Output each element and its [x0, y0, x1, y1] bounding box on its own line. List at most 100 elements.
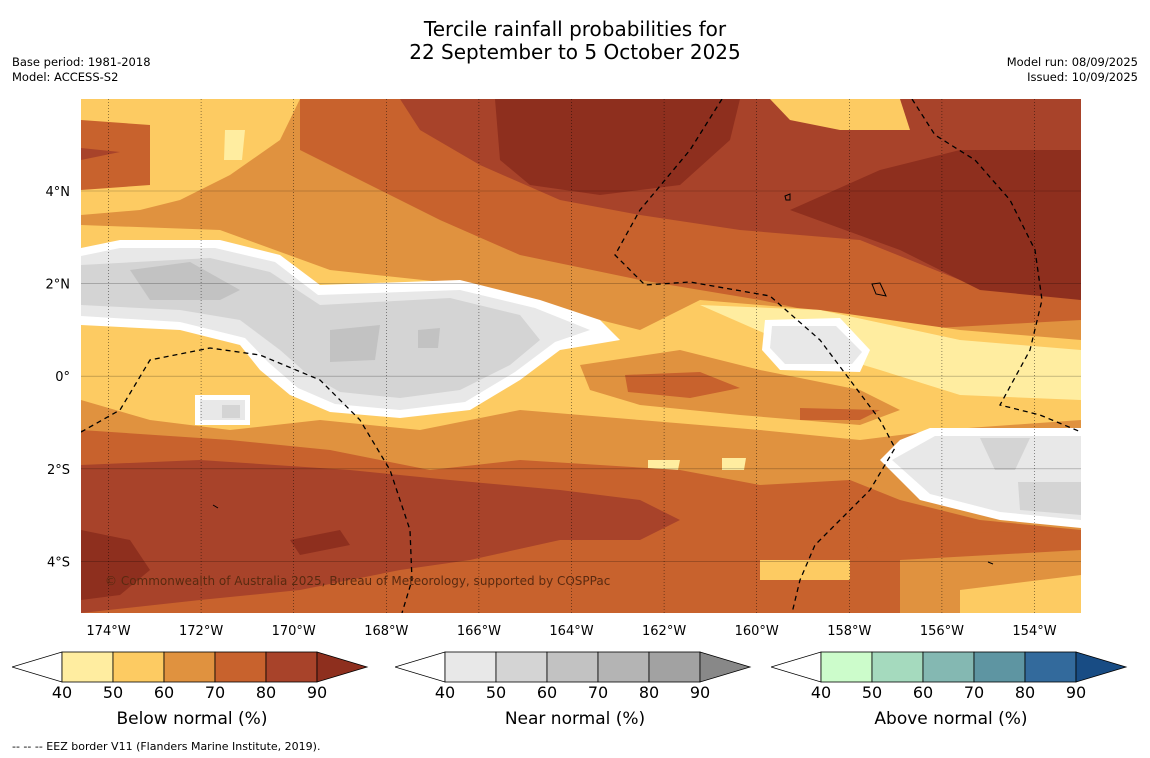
- colorbar-extend-low: [771, 651, 822, 683]
- title-line-1: Tercile rainfall probabilities for: [423, 17, 727, 41]
- colorbar-extend-high: [316, 651, 369, 683]
- island-c: [212, 504, 219, 509]
- lon-label: 156°W: [920, 624, 964, 639]
- small-patch-b: [722, 458, 746, 470]
- rainfall-map: © Commonwealth of Australia 2025, Bureau…: [46, 99, 1081, 639]
- lon-label: 174°W: [86, 624, 130, 639]
- lat-label: 4°N: [46, 185, 71, 200]
- colorbar-tick-label: 60: [912, 683, 934, 702]
- north-core-90: [495, 99, 740, 195]
- run-info: Model run: 08/09/2025 Issued: 10/09/2025: [1007, 55, 1138, 85]
- near-normal-60a: [130, 262, 240, 300]
- colorbar-swatch: [871, 651, 924, 683]
- colorbar-swatch: [648, 651, 701, 683]
- lon-label: 172°W: [179, 624, 223, 639]
- colorbar-tick-label: 40: [434, 683, 456, 702]
- lon-label: 166°W: [457, 624, 501, 639]
- colorbar-swatches: [12, 651, 369, 683]
- lon-label: 160°W: [735, 624, 779, 639]
- lon-label: 158°W: [827, 624, 871, 639]
- se-patch-50: [960, 575, 1081, 613]
- n-patch-50: [770, 99, 910, 130]
- issued-date: Issued: 10/09/2025: [1027, 70, 1138, 84]
- s-core-90: [290, 530, 350, 555]
- base-period: Base period: 1981-2018: [12, 55, 151, 69]
- colorbar-near-normal: 40 50 60 70 80 90 Near normal (%): [395, 650, 755, 730]
- eez-border-west: [81, 347, 413, 613]
- colorbar-tick-label: 70: [587, 683, 609, 702]
- near-normal-60b: [330, 325, 380, 362]
- sw-core-90: [81, 530, 150, 600]
- colorbar-swatch: [444, 651, 497, 683]
- colorbar-swatch: [597, 651, 650, 683]
- eez-border-east: [911, 99, 1081, 433]
- colorbar-extend-high: [699, 651, 752, 683]
- colorbar-swatch: [922, 651, 975, 683]
- s-patch-50: [760, 560, 850, 580]
- lat-label: 2°S: [47, 463, 70, 478]
- colorbar-extend-low: [395, 651, 446, 683]
- axis-labels: 174°W 172°W 170°W 168°W 166°W 164°W 162°W 160°W…: [46, 185, 1057, 639]
- colorbar-tick-label: 50: [861, 683, 883, 702]
- colorbar-swatch: [546, 651, 599, 683]
- colorbar-swatch: [495, 651, 548, 683]
- chart-title: Tercile rainfall probabilities for 22 Se…: [0, 18, 1150, 64]
- colorbar-extend-high: [1075, 651, 1128, 683]
- colorbar-swatches: [771, 651, 1128, 683]
- colorbar-ticks: 40 50 60 70 80 90: [12, 683, 372, 703]
- colorbar-below-normal: 40 50 60 70 80 90 Below normal (%): [12, 650, 372, 730]
- colorbar-tick-label: 80: [638, 683, 660, 702]
- lon-label: 154°W: [1012, 624, 1056, 639]
- colorbar-swatch: [265, 651, 318, 683]
- nn-se-50a: [980, 438, 1030, 470]
- colorbar-title: Near normal (%): [504, 709, 646, 729]
- colorbar-swatch: [820, 651, 873, 683]
- lon-label: 162°W: [642, 624, 686, 639]
- island-a: [784, 193, 791, 201]
- colorbar-tick-label: 70: [204, 683, 226, 702]
- colorbar-tick-label: 80: [255, 683, 277, 702]
- colorbar-tick-label: 90: [689, 683, 711, 702]
- near-normal-60c: [418, 328, 440, 348]
- colorbar-swatch: [61, 651, 114, 683]
- colorbar-tick-label: 90: [306, 683, 328, 702]
- eez-footnote: -- -- -- EEZ border V11 (Flanders Marine…: [12, 740, 321, 753]
- colorbar-tick-label: 40: [810, 683, 832, 702]
- ne-core-90: [790, 150, 1081, 300]
- nw-patch-80: [81, 148, 120, 160]
- colorbar-tick-label: 80: [1014, 683, 1036, 702]
- lon-label: 164°W: [549, 624, 593, 639]
- colorbar-swatch: [214, 651, 267, 683]
- colorbar-ticks: 40 50 60 70 80 90: [771, 683, 1131, 703]
- map-grid: [81, 99, 1081, 613]
- copyright-text: © Commonwealth of Australia 2025, Bureau…: [105, 574, 610, 588]
- equator-patch-70b: [800, 408, 880, 420]
- island-d: [987, 561, 994, 565]
- lon-label: 170°W: [272, 624, 316, 639]
- model-name: Model: ACCESS-S2: [12, 70, 119, 84]
- se-patch-70: [860, 530, 1081, 552]
- lon-label: 168°W: [364, 624, 408, 639]
- colorbar-title: Above normal (%): [874, 709, 1028, 729]
- colorbar-above-normal: 40 50 60 70 80 90 Above normal (%): [771, 650, 1131, 730]
- nn-east-40: [770, 326, 862, 364]
- lat-label: 2°N: [46, 278, 71, 293]
- colorbar-title: Below normal (%): [116, 709, 268, 729]
- base-info: Base period: 1981-2018 Model: ACCESS-S2: [12, 55, 151, 85]
- colorbar-ticks: 40 50 60 70 80 90: [395, 683, 755, 703]
- lat-label: 0°: [55, 370, 70, 385]
- colorbar-swatch: [112, 651, 165, 683]
- nw-patch-70: [81, 120, 150, 190]
- colorbar-tick-label: 50: [102, 683, 124, 702]
- title-line-2: 22 September to 5 October 2025: [409, 40, 741, 64]
- n-patch-40: [224, 130, 245, 160]
- colorbar-tick-label: 50: [485, 683, 507, 702]
- equator-patch-70: [625, 372, 740, 398]
- colorbar-tick-label: 40: [51, 683, 73, 702]
- colorbar-swatches: [395, 651, 752, 683]
- colorbar-swatch: [163, 651, 216, 683]
- eez-border-central: [614, 99, 896, 613]
- colorbar-tick-label: 60: [153, 683, 175, 702]
- south-band-80: [81, 460, 680, 613]
- nn-se-50b: [1018, 482, 1081, 515]
